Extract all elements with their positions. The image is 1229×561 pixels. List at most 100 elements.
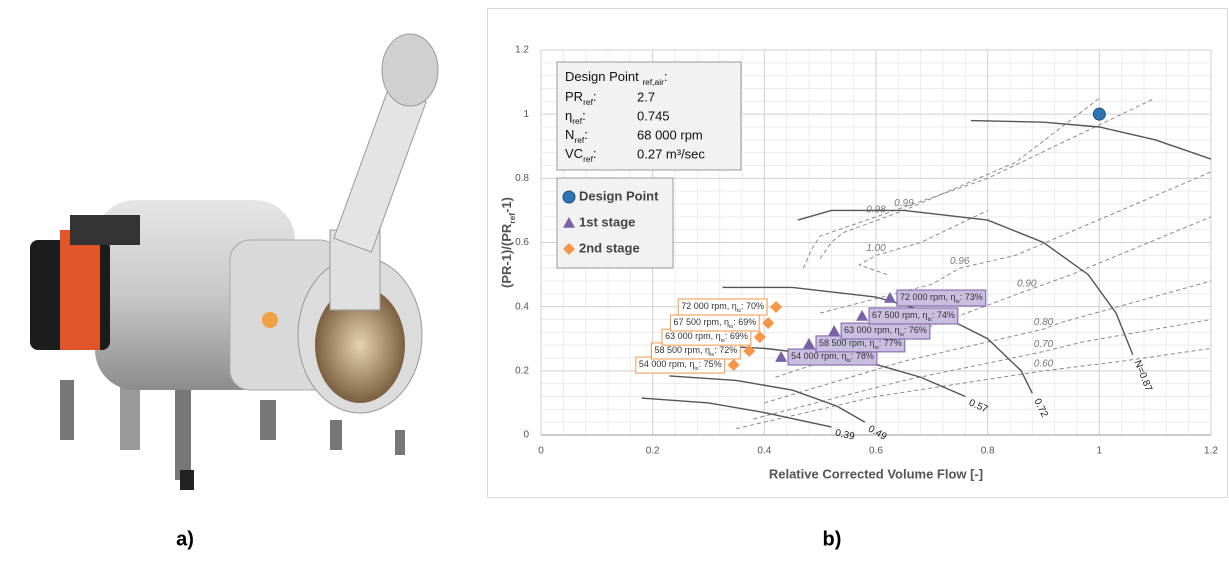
x-tick-label: 1 <box>1097 446 1103 457</box>
text-part: 58 500 rpm, η <box>654 345 710 355</box>
text-part: 72 000 rpm, η <box>900 292 956 302</box>
marker <box>727 359 740 372</box>
y-tick-label: 0.8 <box>515 173 529 184</box>
text-part: 63 000 rpm, η <box>844 325 900 335</box>
marker <box>803 337 815 349</box>
info-value: 2.7 <box>637 89 655 104</box>
point-label-box <box>677 298 768 316</box>
x-tick-label: 0.8 <box>981 446 995 457</box>
point-label: 58 500 rpm, ηis: 72% <box>654 345 737 357</box>
text-part: 58 500 rpm, η <box>819 338 875 348</box>
subscript: is <box>710 351 714 357</box>
y-tick-label: 1.2 <box>515 45 529 56</box>
text-part: η <box>565 108 572 123</box>
text-part: 72 000 rpm, η <box>681 301 737 311</box>
subscript: is <box>928 317 932 323</box>
marker <box>828 325 841 336</box>
text-part: 67 500 rpm, η <box>673 317 729 327</box>
efficiency-line <box>764 280 1212 404</box>
subscript: ref <box>572 116 583 126</box>
y-tick-label: 0.2 <box>515 365 529 376</box>
x-tick-label: 0.2 <box>646 446 660 457</box>
text-part: (PR-1)/(PR <box>499 223 514 288</box>
y-tick-label: 0.6 <box>515 237 529 248</box>
marker <box>743 344 756 357</box>
point-label: 67 500 rpm, ηis: 69% <box>673 317 756 329</box>
subscript: is <box>729 324 733 330</box>
x-tick-label: 0.4 <box>757 446 771 457</box>
efficiency-label: 0.99 <box>894 198 914 209</box>
info-title: Design Point ref,air: <box>565 69 668 87</box>
y-tick-label: 1 <box>523 109 529 120</box>
info-label: ηref: <box>565 108 586 126</box>
text-part: : <box>593 146 597 161</box>
text-part: -1) <box>499 197 514 213</box>
info-value: 0.27 m³/sec <box>637 146 705 161</box>
text-part: : 75% <box>699 359 722 369</box>
text-part: : 74% <box>932 310 955 320</box>
subscript: is <box>737 308 741 314</box>
info-value: 68 000 rpm <box>637 127 703 142</box>
point-label-box <box>896 289 987 307</box>
legend-label: 2nd stage <box>579 240 640 255</box>
point-label-box <box>868 307 959 325</box>
text-part: : 78% <box>851 351 874 361</box>
subscript: is <box>956 299 960 305</box>
marker <box>775 351 788 362</box>
info-label: VCref: <box>565 146 597 164</box>
info-label: PRref: <box>565 89 597 107</box>
text-part: : 72% <box>714 345 737 355</box>
info-box <box>556 61 742 171</box>
efficiency-label: 0.96 <box>950 256 970 267</box>
text-part: : 73% <box>960 292 983 302</box>
subscript: is <box>694 366 698 372</box>
info-value: 0.745 <box>637 108 670 123</box>
marker <box>770 300 783 313</box>
subscript: is <box>847 358 851 364</box>
point-label: 63 000 rpm, ηis: 76% <box>844 325 927 337</box>
efficiency-label: 0.90 <box>1017 278 1037 289</box>
legend-label: 1st stage <box>579 214 635 229</box>
subscript: ref <box>574 135 585 145</box>
speed-line <box>970 119 1212 160</box>
text-part: : 70% <box>741 301 764 311</box>
text-part: : <box>582 108 586 123</box>
subscript: ref <box>507 213 517 224</box>
efficiency-line <box>802 97 1156 269</box>
speed-label: 0.39 <box>834 428 856 443</box>
legend-box <box>556 177 674 269</box>
y-axis-label: (PR-1)/(PRref-1) <box>499 197 517 288</box>
marker <box>753 331 766 344</box>
point-label: 67 500 rpm, ηis: 74% <box>872 310 955 322</box>
panel-label: a) <box>176 528 194 550</box>
marker <box>563 243 575 255</box>
point-label: 54 000 rpm, ηis: 78% <box>791 351 874 363</box>
text-part: : 77% <box>879 338 902 348</box>
point-label: 72 000 rpm, ηis: 70% <box>681 301 764 313</box>
subscript: ref <box>583 154 594 164</box>
compressor-illustration <box>30 33 439 490</box>
point-label: 72 000 rpm, ηis: 73% <box>900 292 983 304</box>
efficiency-line <box>858 209 988 276</box>
info-label: Nref: <box>565 127 588 145</box>
text-part: PR <box>565 89 583 104</box>
y-tick-label: 0.4 <box>515 301 529 312</box>
text-part: : <box>593 89 597 104</box>
y-tick-label: 0 <box>523 430 529 441</box>
speed-line <box>797 209 1134 356</box>
subscript: is <box>721 338 725 344</box>
text-part: : <box>584 127 588 142</box>
panel-label: b) <box>823 528 842 550</box>
text-part: 54 000 rpm, η <box>639 359 695 369</box>
speed-line <box>669 375 866 423</box>
subscript: ref <box>583 97 594 107</box>
text-part: : 69% <box>733 317 756 327</box>
text-part: : 76% <box>904 325 927 335</box>
subscript: ref,air <box>642 77 664 87</box>
text-part: Design Point <box>565 69 642 84</box>
legend-label: Design Point <box>579 188 659 203</box>
efficiency-label: 0.70 <box>1034 339 1054 350</box>
efficiency-label: 0.60 <box>1034 358 1054 369</box>
